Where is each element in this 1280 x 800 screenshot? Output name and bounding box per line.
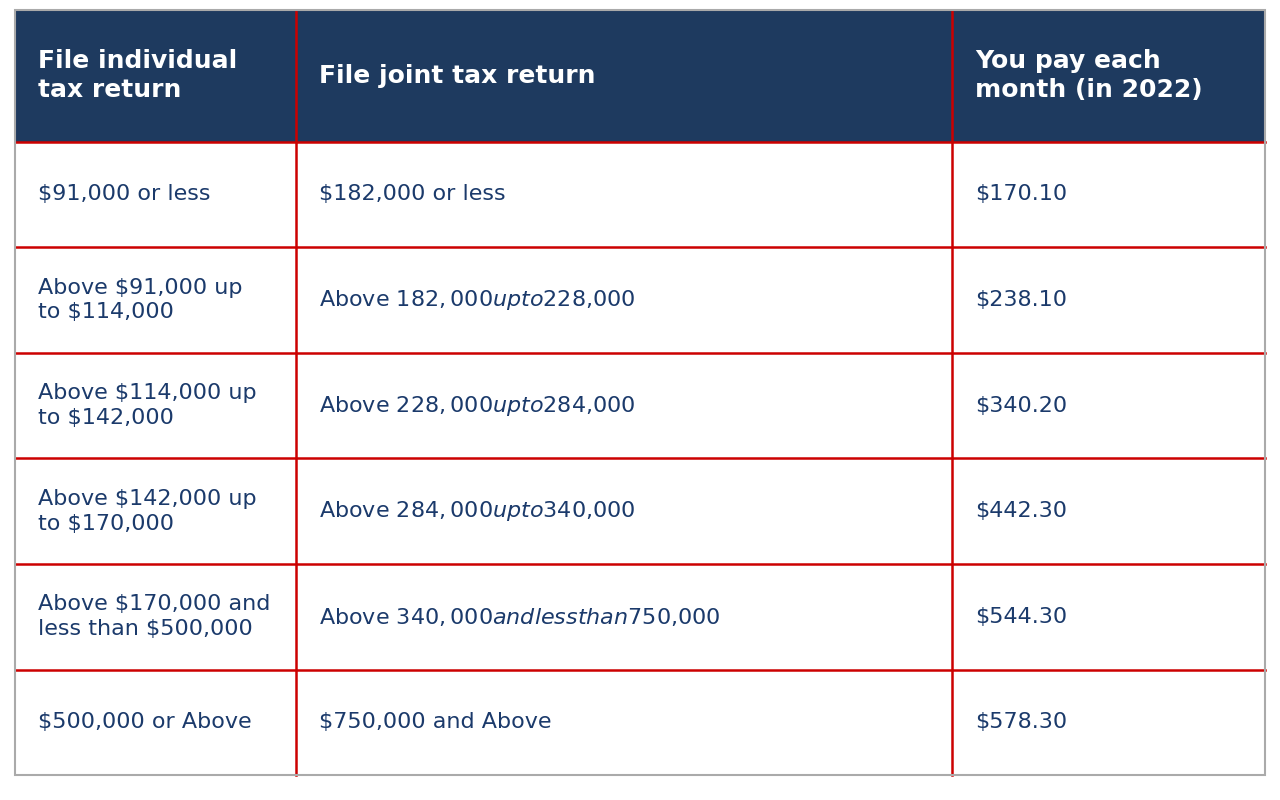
- Bar: [15, 458, 1265, 564]
- Text: $238.10: $238.10: [975, 290, 1068, 310]
- Text: Above $182,000 up to $228,000: Above $182,000 up to $228,000: [320, 288, 636, 312]
- Text: $500,000 or Above: $500,000 or Above: [38, 713, 252, 733]
- Text: $442.30: $442.30: [975, 501, 1068, 522]
- Text: File individual
tax return: File individual tax return: [38, 49, 238, 102]
- Text: File joint tax return: File joint tax return: [320, 64, 596, 88]
- Text: Above $91,000 up
to $114,000: Above $91,000 up to $114,000: [38, 278, 243, 322]
- Text: Above $114,000 up
to $142,000: Above $114,000 up to $142,000: [38, 383, 257, 428]
- Text: You pay each
month (in 2022): You pay each month (in 2022): [975, 49, 1203, 102]
- Text: Above $228,000 up to $284,000: Above $228,000 up to $284,000: [320, 394, 636, 418]
- Text: $91,000 or less: $91,000 or less: [38, 185, 211, 205]
- Bar: [15, 353, 1265, 458]
- Text: $340.20: $340.20: [975, 396, 1068, 416]
- Text: Above $340,000 and less than $750,000: Above $340,000 and less than $750,000: [320, 606, 721, 628]
- Text: $750,000 and Above: $750,000 and Above: [320, 713, 552, 733]
- Bar: [15, 670, 1265, 775]
- Bar: [15, 142, 1265, 247]
- Text: $578.30: $578.30: [975, 713, 1068, 733]
- Text: $170.10: $170.10: [975, 185, 1068, 205]
- Text: Above $284,000 up to $340,000: Above $284,000 up to $340,000: [320, 499, 636, 523]
- Text: Above $170,000 and
less than $500,000: Above $170,000 and less than $500,000: [38, 594, 271, 639]
- Text: $182,000 or less: $182,000 or less: [320, 185, 506, 205]
- Bar: [15, 10, 1265, 142]
- Bar: [15, 247, 1265, 353]
- Bar: [15, 564, 1265, 670]
- Text: Above $142,000 up
to $170,000: Above $142,000 up to $170,000: [38, 489, 257, 534]
- Text: $544.30: $544.30: [975, 607, 1068, 627]
